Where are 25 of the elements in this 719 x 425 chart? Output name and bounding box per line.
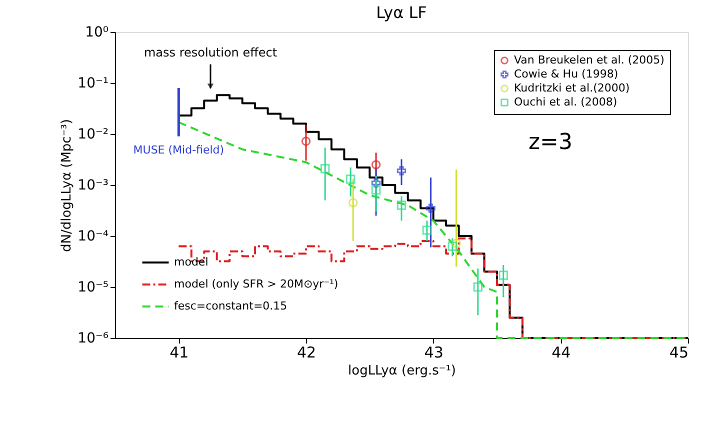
y-tick-label: 10⁻⁵ <box>78 280 108 296</box>
y-tick-label: 10⁻² <box>78 126 108 142</box>
legend-label: Van Breukelen et al. (2005) <box>514 54 664 66</box>
legend-label: fesc=constant=0.15 <box>174 300 288 312</box>
legend-label: Kudritzki et al.(2000) <box>514 82 630 94</box>
y-tick-label: 10⁻⁴ <box>78 228 109 244</box>
annotation: mass resolution effect <box>144 45 278 60</box>
y-tick-label: 10⁰ <box>85 24 109 40</box>
legend-label: model (only SFR > 20M⊙yr⁻¹) <box>174 278 338 290</box>
y-tick-label: 10⁻⁶ <box>78 330 109 346</box>
annotation: z=3 <box>528 130 572 156</box>
x-tick-label: 45 <box>669 344 688 362</box>
legend-label: model <box>174 256 208 268</box>
x-axis-title: logLLyα (erg.s⁻¹) <box>348 364 456 378</box>
y-tick-label: 10⁻³ <box>78 178 108 194</box>
series-label: MUSE (Mid-field) <box>133 143 224 156</box>
x-tick-label: 44 <box>552 344 571 362</box>
x-tick-label: 41 <box>170 344 189 362</box>
x-tick-label: 43 <box>424 344 444 362</box>
legend-label: Ouchi et al. (2008) <box>514 96 618 108</box>
legend-label: Cowie & Hu (1998) <box>514 68 618 80</box>
x-tick-label: 42 <box>296 344 316 362</box>
y-axis-title: dN/dlogLLyα (Mpc⁻³) <box>60 119 75 252</box>
chart-title: Lyα LF <box>376 3 427 22</box>
y-tick-label: 10⁻¹ <box>78 76 108 92</box>
